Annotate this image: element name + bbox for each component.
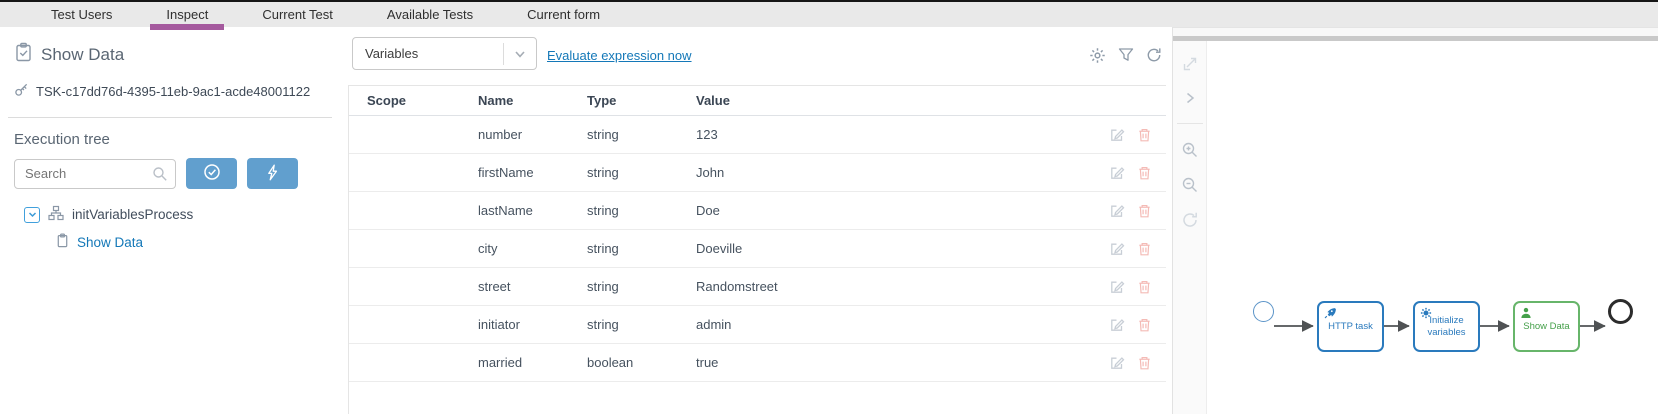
tab-available-tests[interactable]: Available Tests <box>386 7 474 22</box>
tree-node-process[interactable]: initVariablesProcess <box>24 205 340 224</box>
gear-icon <box>1420 307 1432 319</box>
col-value: Value <box>696 93 730 108</box>
task-label: Show Data <box>1523 320 1570 332</box>
chevron-right-icon[interactable] <box>1182 90 1198 106</box>
table-row: firstName string John <box>349 154 1166 192</box>
execution-tree-heading: Execution tree <box>14 131 110 148</box>
tab-test-users[interactable]: Test Users <box>51 7 113 22</box>
diagram-toolbar <box>1173 41 1207 414</box>
page-title: Show Data <box>41 44 125 64</box>
edit-icon[interactable] <box>1109 355 1125 371</box>
variables-table: Scope Name Type Value number string 123 … <box>348 85 1166 414</box>
diagram-panel: HTTP task Initialize variables <box>1172 27 1658 414</box>
delete-icon[interactable] <box>1137 165 1152 181</box>
top-tab-bar: Test Users Inspect Current Test Availabl… <box>0 0 1658 30</box>
tree-node-label: initVariablesProcess <box>72 207 194 222</box>
variables-select-value: Variables <box>365 46 419 61</box>
tab-current-test[interactable]: Current Test <box>262 7 333 22</box>
sequence-flows <box>1274 320 1606 332</box>
delete-icon[interactable] <box>1137 317 1152 333</box>
task-http[interactable]: HTTP task <box>1317 301 1384 352</box>
task-show-data[interactable]: Show Data <box>1513 301 1580 352</box>
check-circle-icon <box>203 163 221 184</box>
task-label: Initialize variables <box>1427 314 1466 338</box>
divider <box>8 117 332 118</box>
clipboard-check-icon <box>14 42 33 67</box>
task-initialize-variables[interactable]: Initialize variables <box>1413 301 1480 352</box>
col-type: Type <box>587 93 617 108</box>
delete-icon[interactable] <box>1137 127 1152 143</box>
search-input[interactable] <box>14 158 176 189</box>
trigger-button[interactable] <box>247 158 298 189</box>
task-id: TSK-c17dd76d-4395-11eb-9ac1-acde48001122 <box>36 83 311 99</box>
execution-tree: initVariablesProcess Show Data <box>0 205 340 251</box>
inspect-sidebar: Show Data TSK-c17dd76d-4395-11eb-9ac1-ac… <box>0 27 340 414</box>
col-name: Name <box>478 93 514 108</box>
variables-select[interactable]: Variables <box>352 37 537 70</box>
edit-icon[interactable] <box>1109 279 1125 295</box>
edit-icon[interactable] <box>1109 241 1125 257</box>
show-completed-button[interactable] <box>186 158 237 189</box>
lightning-icon <box>264 164 281 184</box>
variables-panel: Variables Evaluate expression now <box>340 27 1172 414</box>
tree-child-link[interactable]: Show Data <box>77 234 144 250</box>
key-icon <box>14 82 29 100</box>
refresh-icon[interactable] <box>1181 211 1199 229</box>
col-scope: Scope <box>367 93 407 108</box>
start-event[interactable] <box>1253 301 1274 322</box>
delete-icon[interactable] <box>1137 241 1152 257</box>
expand-icon[interactable] <box>1181 55 1199 73</box>
delete-icon[interactable] <box>1137 355 1152 371</box>
delete-icon[interactable] <box>1137 279 1152 295</box>
edit-icon[interactable] <box>1109 203 1125 219</box>
edit-icon[interactable] <box>1109 317 1125 333</box>
tab-current-form[interactable]: Current form <box>527 7 601 22</box>
clipboard-icon <box>55 233 70 251</box>
collapse-toggle[interactable] <box>24 206 40 223</box>
table-row: street string Randomstreet <box>349 268 1166 306</box>
table-row: initiator string admin <box>349 306 1166 344</box>
table-row: married boolean true <box>349 344 1166 382</box>
table-row: city string Doeville <box>349 230 1166 268</box>
table-header: Scope Name Type Value <box>349 86 1166 116</box>
tab-inspect[interactable]: Inspect <box>150 7 225 30</box>
table-row: number string 123 <box>349 116 1166 154</box>
sitemap-icon <box>48 205 64 224</box>
zoom-out-icon[interactable] <box>1181 176 1199 194</box>
edit-icon[interactable] <box>1109 127 1125 143</box>
diagram-top-strip <box>1173 27 1658 36</box>
tree-node-show-data[interactable]: Show Data <box>55 233 340 251</box>
divider <box>1176 123 1203 124</box>
gear-icon[interactable] <box>1089 47 1106 64</box>
task-label: HTTP task <box>1328 320 1373 332</box>
edit-icon[interactable] <box>1109 165 1125 181</box>
chevron-down-icon <box>503 42 536 65</box>
table-row: lastName string Doe <box>349 192 1166 230</box>
evaluate-expression-link[interactable]: Evaluate expression now <box>547 48 692 63</box>
search-icon <box>152 166 168 187</box>
bpmn-canvas[interactable]: HTTP task Initialize variables <box>1207 41 1658 414</box>
refresh-icon[interactable] <box>1146 47 1162 64</box>
zoom-in-icon[interactable] <box>1181 141 1199 159</box>
end-event[interactable] <box>1608 299 1633 324</box>
filter-icon[interactable] <box>1118 47 1134 64</box>
delete-icon[interactable] <box>1137 203 1152 219</box>
rocket-icon <box>1324 307 1336 319</box>
diagram-scrollbar[interactable] <box>1173 36 1658 41</box>
user-icon <box>1520 307 1532 319</box>
